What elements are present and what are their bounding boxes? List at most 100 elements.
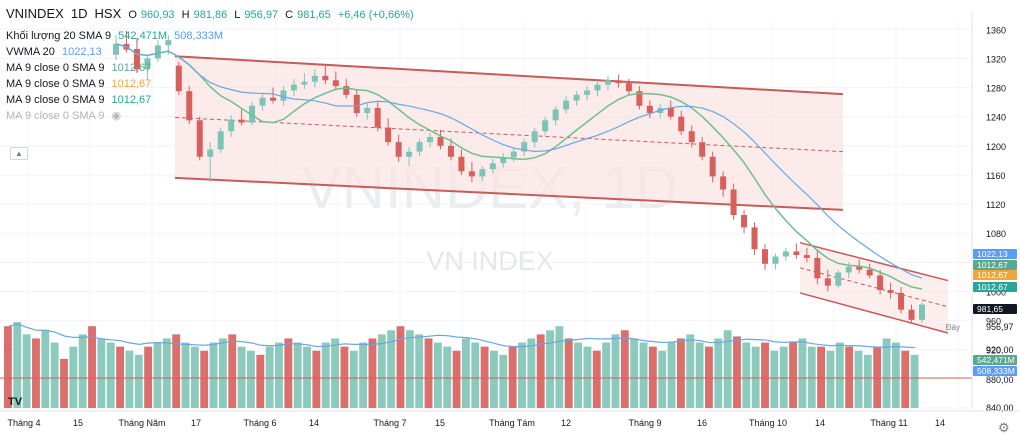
volume-value-1: 542,471M	[118, 30, 168, 42]
volume-bar	[602, 342, 611, 408]
candle-body	[437, 137, 444, 146]
collapse-legend-button[interactable]: ▲	[10, 147, 28, 160]
volume-bar	[798, 338, 807, 408]
volume-tick-label: 880,00	[986, 375, 1014, 385]
volume-bar	[835, 342, 844, 408]
candle-body	[584, 90, 591, 95]
volume-bar	[761, 342, 769, 408]
eye-hidden-icon[interactable]: ◉	[111, 110, 122, 122]
watermark-sub: VN INDEX	[426, 246, 554, 276]
volume-bar	[4, 326, 12, 408]
channel-fill	[175, 56, 843, 210]
channel2-mid-line	[799, 267, 949, 308]
candle-body	[877, 275, 884, 291]
volume-bar	[321, 342, 330, 408]
legend-ma-3[interactable]: MA 9 close 0 SMA 9 1012,67	[6, 92, 223, 108]
price-badge	[973, 282, 1017, 292]
volume-bar	[648, 346, 657, 408]
candle-body	[447, 145, 454, 157]
candle-body	[416, 142, 423, 152]
volume-bar	[293, 342, 302, 408]
volume-bar	[265, 346, 274, 408]
candle-body	[604, 80, 611, 85]
volume-bar	[41, 330, 50, 408]
channel2-fill	[800, 242, 948, 333]
volume-bar	[228, 334, 237, 408]
volume-bar	[863, 354, 872, 408]
candle-body	[772, 256, 779, 264]
legend-ma-1[interactable]: MA 9 close 0 SMA 9 1012,67	[6, 60, 223, 76]
legend-ma-2[interactable]: MA 9 close 0 SMA 9 1012,67	[6, 76, 223, 92]
candle-body	[217, 131, 224, 150]
candle-body	[542, 120, 549, 132]
candle-body	[594, 84, 601, 91]
candle-body	[133, 48, 140, 70]
volume-bar	[153, 342, 162, 408]
settings-gear-icon[interactable]: ⚙	[998, 420, 1010, 435]
candle-body	[803, 255, 810, 258]
price-tick-label: 1160	[986, 171, 1005, 181]
volume-bar	[78, 334, 87, 408]
legend-ma-4-hidden[interactable]: MA 9 close 0 SMA 9 ◉	[6, 108, 223, 124]
volume-bar	[200, 350, 209, 408]
candle-body	[280, 90, 287, 101]
volume-bar	[817, 346, 826, 408]
volume-bar	[405, 330, 414, 408]
tradingview-logo[interactable]: TV	[8, 396, 23, 408]
candle-body	[709, 156, 716, 177]
candle-body	[898, 292, 905, 310]
price-badge	[973, 249, 1017, 259]
volume-bar	[583, 346, 592, 408]
candle-body	[228, 119, 235, 132]
candle-body	[113, 43, 119, 55]
price-tick-label: 1240	[986, 113, 1006, 123]
candle-body	[824, 278, 831, 286]
ma2-value: 1012,67	[111, 78, 152, 90]
price-tick-label: 1200	[986, 142, 1006, 152]
symbol-name[interactable]: VNINDEX	[6, 6, 64, 21]
volume-bar	[424, 338, 433, 408]
volume-bar	[676, 338, 685, 408]
volume-tick-label: 840,00	[986, 403, 1014, 413]
candle-body	[521, 142, 528, 152]
legend-volume[interactable]: Khối lượng 20 SMA 9 542,471M 508,333M	[6, 28, 223, 44]
volume-bar	[695, 342, 704, 408]
volume-bar	[882, 338, 891, 408]
volume-bar	[873, 346, 882, 408]
volume-bar	[686, 334, 695, 408]
price-tick-label: 920	[986, 346, 1001, 356]
candle-body	[751, 227, 758, 250]
badge-tag: Đáy	[946, 323, 960, 332]
price-badge-low: 956,97	[986, 322, 1014, 332]
candle-body	[165, 40, 172, 46]
candle-body	[531, 131, 538, 143]
volume-bar	[536, 334, 545, 408]
candle-body	[688, 131, 695, 143]
candle-body	[782, 251, 789, 257]
volume-bar	[13, 322, 22, 408]
volume-bar	[88, 326, 96, 408]
candle-body	[154, 45, 161, 59]
candle-body	[196, 120, 203, 157]
candle-body	[468, 171, 475, 177]
candle-body	[332, 80, 339, 87]
price-tick-label: 1320	[986, 54, 1006, 64]
candle-body	[730, 189, 737, 215]
volume-bar	[527, 338, 536, 408]
candle-body	[270, 97, 277, 101]
time-tick-label: 14	[935, 418, 945, 428]
candle-body	[353, 94, 360, 114]
candle-body	[887, 290, 894, 293]
time-tick-label: Tháng 7	[373, 418, 406, 428]
volume-bar	[349, 350, 358, 408]
price-badge-text: 1012,67	[977, 260, 1008, 270]
candle-body	[814, 257, 821, 279]
interval[interactable]: 1D	[70, 6, 88, 21]
price-tick-label: 1280	[986, 84, 1006, 94]
volume-bar	[368, 338, 377, 408]
legend-vwma[interactable]: VWMA 20 1022,13	[6, 44, 223, 60]
candle-body	[563, 100, 570, 110]
volume-bar	[854, 350, 863, 408]
